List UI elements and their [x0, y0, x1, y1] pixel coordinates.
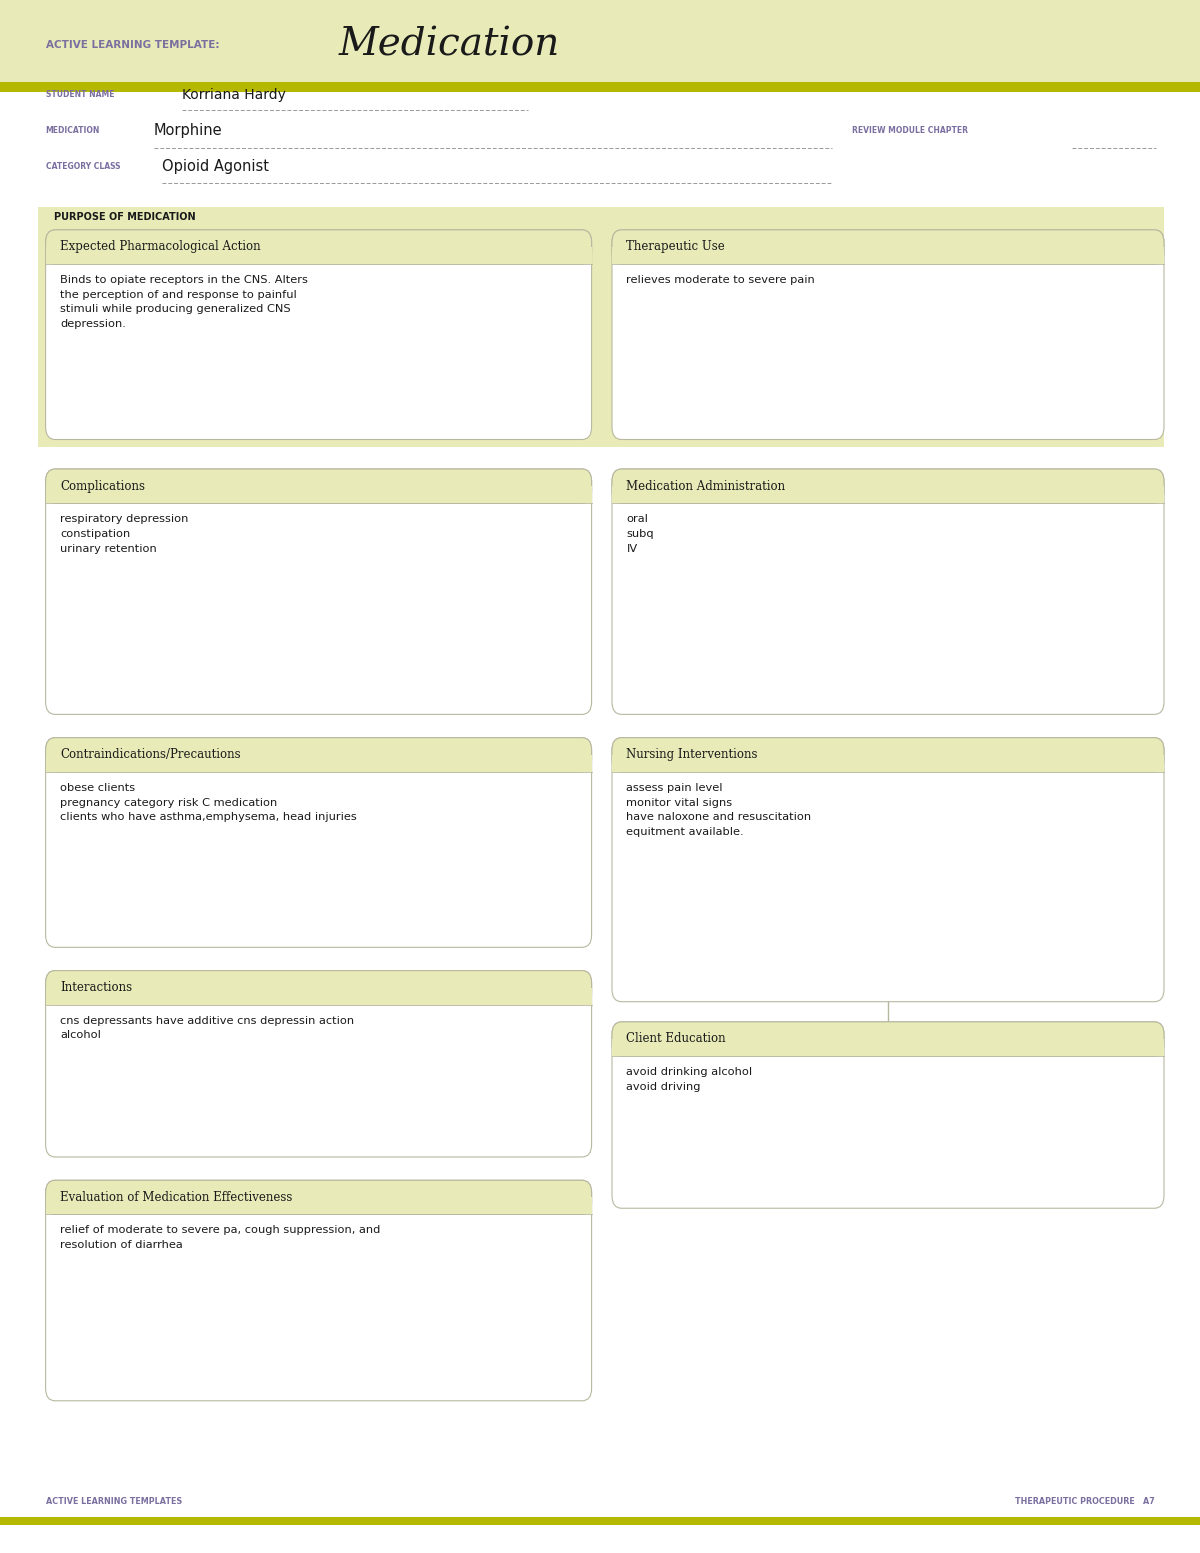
Text: Contraindications/Precautions: Contraindications/Precautions — [60, 749, 241, 761]
FancyBboxPatch shape — [46, 1180, 592, 1401]
FancyBboxPatch shape — [46, 971, 592, 1005]
FancyBboxPatch shape — [46, 971, 592, 1157]
FancyBboxPatch shape — [46, 230, 592, 439]
FancyBboxPatch shape — [612, 469, 1164, 503]
Text: Client Education: Client Education — [626, 1033, 726, 1045]
Bar — [612, 1039, 1164, 1056]
Text: Medication: Medication — [338, 26, 559, 64]
Text: Expected Pharmacological Action: Expected Pharmacological Action — [60, 241, 260, 253]
Text: PURPOSE OF MEDICATION: PURPOSE OF MEDICATION — [54, 213, 196, 222]
FancyBboxPatch shape — [46, 1180, 592, 1214]
Bar — [46, 755, 592, 772]
Bar — [0, 0, 1200, 82]
Bar — [0, 92, 1200, 205]
FancyBboxPatch shape — [46, 469, 592, 714]
Text: avoid drinking alcohol
avoid driving: avoid drinking alcohol avoid driving — [626, 1067, 752, 1092]
Text: Complications: Complications — [60, 480, 145, 492]
Text: cns depressants have additive cns depressin action
alcohol: cns depressants have additive cns depres… — [60, 1016, 354, 1041]
Text: MEDICATION: MEDICATION — [46, 126, 100, 135]
FancyBboxPatch shape — [612, 738, 1164, 1002]
Text: assess pain level
monitor vital signs
have naloxone and resuscitation
equitment : assess pain level monitor vital signs ha… — [626, 783, 811, 837]
Bar — [46, 486, 592, 503]
FancyBboxPatch shape — [612, 1022, 1164, 1056]
Bar — [612, 486, 1164, 503]
FancyBboxPatch shape — [612, 230, 1164, 439]
FancyBboxPatch shape — [46, 738, 592, 772]
Bar — [46, 1197, 592, 1214]
FancyBboxPatch shape — [612, 1022, 1164, 1208]
FancyBboxPatch shape — [612, 469, 1164, 714]
Text: STUDENT NAME: STUDENT NAME — [46, 90, 114, 99]
Text: Therapeutic Use: Therapeutic Use — [626, 241, 725, 253]
Text: Nursing Interventions: Nursing Interventions — [626, 749, 758, 761]
Bar — [46, 988, 592, 1005]
Bar — [612, 247, 1164, 264]
Bar — [38, 207, 1164, 447]
Text: obese clients
pregnancy category risk C medication
clients who have asthma,emphy: obese clients pregnancy category risk C … — [60, 783, 356, 822]
Text: relieves moderate to severe pain: relieves moderate to severe pain — [626, 275, 815, 284]
Text: Evaluation of Medication Effectiveness: Evaluation of Medication Effectiveness — [60, 1191, 293, 1204]
FancyBboxPatch shape — [612, 230, 1164, 264]
Text: ACTIVE LEARNING TEMPLATE:: ACTIVE LEARNING TEMPLATE: — [46, 40, 220, 50]
Bar — [0, 1517, 1200, 1525]
Text: ACTIVE LEARNING TEMPLATES: ACTIVE LEARNING TEMPLATES — [46, 1497, 182, 1506]
Text: Korriana Hardy: Korriana Hardy — [182, 87, 287, 102]
Text: THERAPEUTIC PROCEDURE   A7: THERAPEUTIC PROCEDURE A7 — [1015, 1497, 1154, 1506]
Text: oral
subq
IV: oral subq IV — [626, 514, 654, 553]
Text: Interactions: Interactions — [60, 981, 132, 994]
FancyBboxPatch shape — [46, 469, 592, 503]
Text: respiratory depression
constipation
urinary retention: respiratory depression constipation urin… — [60, 514, 188, 553]
Text: Opioid Agonist: Opioid Agonist — [162, 158, 269, 174]
Text: CATEGORY CLASS: CATEGORY CLASS — [46, 162, 120, 171]
Bar — [612, 755, 1164, 772]
FancyBboxPatch shape — [46, 738, 592, 947]
Bar — [0, 82, 1200, 92]
Text: Medication Administration: Medication Administration — [626, 480, 786, 492]
Bar — [46, 247, 592, 264]
FancyBboxPatch shape — [612, 738, 1164, 772]
Text: REVIEW MODULE CHAPTER: REVIEW MODULE CHAPTER — [852, 126, 968, 135]
Text: Binds to opiate receptors in the CNS. Alters
the perception of and response to p: Binds to opiate receptors in the CNS. Al… — [60, 275, 308, 329]
FancyBboxPatch shape — [46, 230, 592, 264]
Text: relief of moderate to severe pa, cough suppression, and
resolution of diarrhea: relief of moderate to severe pa, cough s… — [60, 1225, 380, 1250]
Text: Morphine: Morphine — [154, 123, 222, 138]
